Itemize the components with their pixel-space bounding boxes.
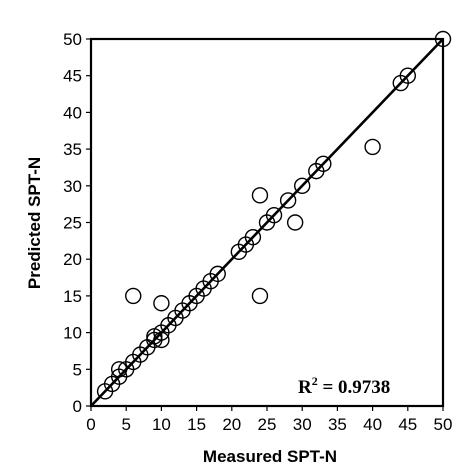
r-squared-superscript: 2 (312, 374, 318, 388)
data-point (286, 214, 304, 231)
x-tick-label: 10 (152, 415, 171, 434)
y-tick-label: 5 (73, 360, 82, 379)
x-tick-label: 45 (398, 415, 417, 434)
data-point (364, 138, 381, 156)
x-tick-label: 25 (258, 415, 277, 434)
y-tick-label: 35 (63, 140, 82, 159)
y-tick-label: 0 (73, 397, 82, 416)
data-point (110, 361, 128, 378)
y-tick-label: 10 (63, 324, 82, 343)
data-point (251, 287, 269, 305)
plot-area (90, 30, 452, 407)
r-squared-prefix: R (298, 377, 312, 398)
r-squared-value: = 0.9738 (318, 377, 391, 398)
data-point (315, 155, 332, 172)
axes: 0 5 10 15 20 25 30 35 40 45 50 0 5 10 15 20 25 30 35 40 45 50 (63, 30, 452, 434)
y-tick-label: 50 (63, 30, 82, 49)
data-point (125, 287, 142, 305)
r-squared-annotation: R2 = 0.9738 (298, 374, 390, 398)
x-tick-label: 30 (293, 415, 312, 434)
y-tick-label: 15 (63, 287, 82, 306)
data-point (244, 228, 262, 246)
data-point (399, 67, 416, 84)
y-tick-label: 25 (63, 214, 82, 233)
x-tick-label: 40 (363, 415, 382, 434)
y-tick-label: 45 (63, 67, 82, 86)
y-tick-label: 20 (63, 250, 82, 269)
data-point (265, 206, 283, 224)
x-axis-title: Measured SPT-N (203, 447, 337, 466)
data-point (153, 331, 170, 349)
x-tick-label: 35 (328, 415, 347, 434)
x-tick-label: 50 (434, 415, 453, 434)
reference-line (90, 38, 444, 407)
x-tick-label: 15 (187, 415, 206, 434)
data-point (294, 177, 311, 195)
data-point (153, 295, 170, 312)
data-point (279, 192, 297, 209)
data-point (251, 187, 269, 204)
x-tick-label: 5 (121, 415, 130, 434)
y-axis-title: Predicted SPT-N (25, 157, 44, 289)
x-tick-label: 20 (222, 415, 241, 434)
x-tick-label: 0 (86, 415, 95, 434)
y-tick-label: 30 (63, 177, 82, 196)
y-tick-label: 40 (63, 103, 82, 122)
data-point (209, 265, 226, 283)
